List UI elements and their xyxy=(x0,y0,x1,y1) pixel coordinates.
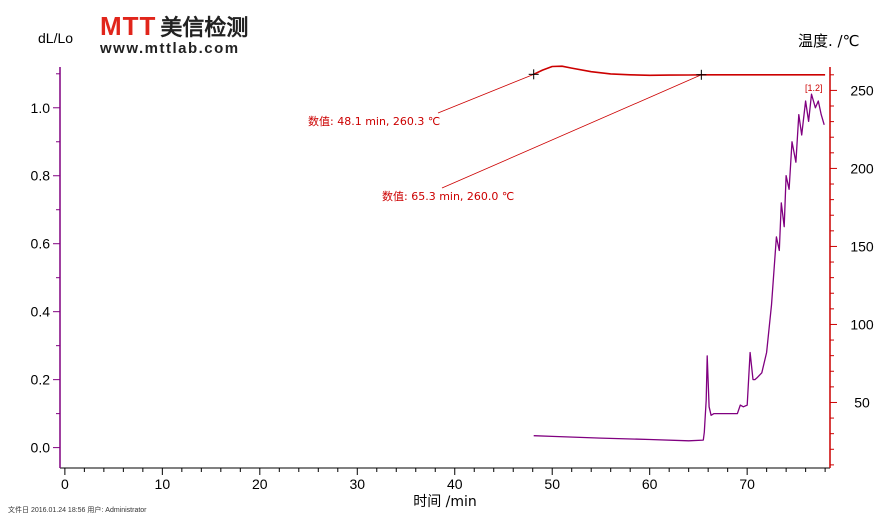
y-axis-title: dL/Lo xyxy=(38,30,74,46)
annotation-label: 数值: 65.3 min, 260.0 ℃ xyxy=(382,190,514,203)
y-tick-label: 0.6 xyxy=(31,236,51,252)
y2-tick-label: 250 xyxy=(850,82,874,98)
annotation-leader xyxy=(441,74,702,189)
logo-name: 美信检测 xyxy=(160,16,249,41)
y-tick-label: 0.8 xyxy=(31,168,51,184)
x-tick-label: 70 xyxy=(739,476,755,492)
x-tick-label: 50 xyxy=(544,476,560,492)
x-tick-label: 10 xyxy=(155,476,171,492)
x-axis-title: 时间 /min xyxy=(413,494,477,510)
x-tick-label: 0 xyxy=(61,476,69,492)
annotation-label: 数值: 48.1 min, 260.3 ℃ xyxy=(308,115,440,128)
x-tick-label: 20 xyxy=(252,476,268,492)
expansion-line xyxy=(533,93,825,442)
y-tick-label: 1.0 xyxy=(31,100,51,116)
x-tick-label: 60 xyxy=(642,476,658,492)
y-tick-label: 0.4 xyxy=(31,304,51,320)
y2-tick-label: 150 xyxy=(850,238,874,254)
logo-mark: MTT xyxy=(100,11,157,41)
y-tick-label: 0.2 xyxy=(31,372,51,388)
annotation-leader xyxy=(437,73,534,114)
y2-tick-label: 200 xyxy=(850,160,874,176)
x-tick-label: 40 xyxy=(447,476,463,492)
logo-url: www.mttlab.com xyxy=(100,40,240,57)
y-tick-label: 0.0 xyxy=(31,440,51,456)
x-tick-label: 30 xyxy=(349,476,365,492)
temperature-line xyxy=(533,65,826,77)
logo: MTT 美信检测 www.mttlab.com xyxy=(100,10,248,57)
marker-label: [1.2] xyxy=(805,83,823,93)
footer-info: 文件日 2016.01.24 18:56 用户: Administrator xyxy=(8,507,147,514)
y2-axis-title: 温度. /℃ xyxy=(798,32,860,50)
y2-tick-label: 100 xyxy=(850,316,874,332)
y2-tick-label: 50 xyxy=(854,394,870,410)
